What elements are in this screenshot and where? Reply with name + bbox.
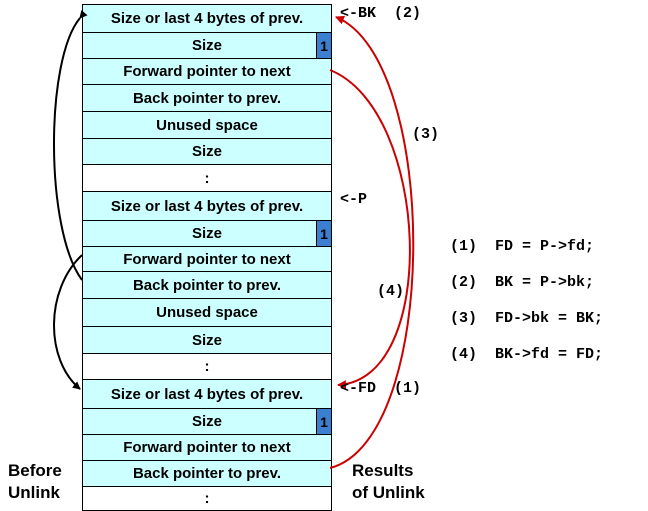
memory-cell: Size or last 4 bytes of prev. [83,380,331,409]
memory-cell: Size or last 4 bytes of prev. [83,192,331,221]
memory-cell-label: Size [191,331,222,349]
before-bk-arrow [53,254,83,390]
memory-cell: Size 1 [83,33,331,59]
chunk: Size or last 4 bytes of prev. Size 1 Forwar… [83,380,331,511]
in-use-flag: 1 [316,33,331,58]
p-label: <-P [340,191,368,208]
memory-cell: : [83,165,331,192]
code-line: (1) FD = P->fd; [450,238,595,255]
memory-cell: Unused space [83,299,331,327]
memory-cell: Back pointer to prev. [83,85,331,112]
memory-cell-label: Back pointer to prev. [132,465,282,482]
results-caption: Results of Unlink [352,461,425,502]
memory-cell-label: : [204,169,210,187]
memory-cell: Forward pointer to next [83,59,331,85]
code-line: (4) BK->fd = FD; [450,346,604,363]
memory-cell: Size [83,139,331,165]
memory-cell-label: Forward pointer to next [123,439,291,456]
in-use-flag: 1 [316,221,331,246]
memory-cell: Back pointer to prev. [83,272,331,299]
memory-cell: Forward pointer to next [83,435,331,461]
memory-cell-label: : [204,490,210,507]
code-line: (2) BK = P->bk; [450,274,595,291]
chunk: Size or last 4 bytes of prev. Size 1 Forwar… [83,192,331,380]
memory-cell: Size 1 [83,409,331,435]
fd-label: <-FD (1) [340,380,422,397]
memory-cell-label: Forward pointer to next [123,250,291,268]
memory-cell-label: : [204,358,210,375]
memory-cell-label: Size [191,225,222,242]
memory-cell-label: Size [191,37,222,54]
in-use-flag: 1 [316,409,331,434]
code-line: (3) FD->bk = BK; [450,310,604,327]
memory-cell: Size or last 4 bytes of prev. [83,5,331,33]
memory-cell: Back pointer to prev. [83,461,331,487]
memory-cell-label: Unused space [156,304,258,321]
chunk: Size or last 4 bytes of prev. Size 1 Forwar… [83,5,331,192]
result-fd-arrow [329,69,411,390]
memory-cell-label: Forward pointer to next [123,63,291,80]
memory-cell-label: Size or last 4 bytes of prev. [110,10,304,27]
before-unlink-caption: Before Unlink [8,461,62,502]
memory-stack: Size or last 4 bytes of prev. Size 1 Forwar… [82,4,332,511]
memory-cell: Size 1 [83,221,331,247]
step-3-label: (3) [412,126,440,143]
memory-cell: Forward pointer to next [83,247,331,272]
memory-cell: Unused space [83,112,331,139]
memory-cell-label: Size [191,413,222,430]
memory-cell-label: Unused space [156,116,258,134]
step-4-label: (4) [377,283,405,300]
memory-cell-label: Back pointer to prev. [132,89,282,107]
memory-cell-label: Back pointer to prev. [132,276,282,294]
memory-cell-label: Size or last 4 bytes of prev. [110,197,304,215]
memory-cell-label: Size or last 4 bytes of prev. [110,385,304,403]
memory-cell: Size [83,327,331,354]
memory-cell: : [83,487,331,511]
result-bk-arrow [329,15,415,469]
memory-cell: : [83,354,331,380]
before-fd-arrow [53,10,88,281]
bk-label: <-BK (2) [340,5,422,22]
memory-cell-label: Size [191,143,222,160]
